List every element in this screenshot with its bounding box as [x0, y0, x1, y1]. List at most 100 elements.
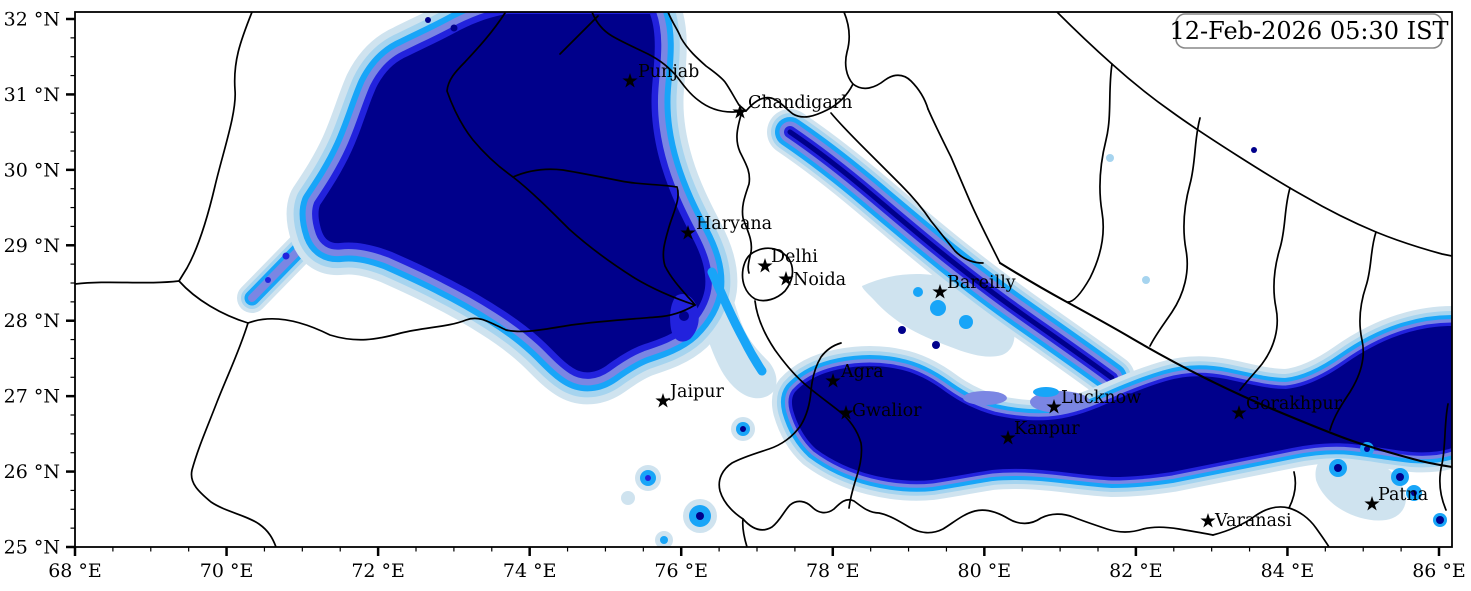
fog-dot	[898, 326, 906, 334]
city-label-kanpur: Kanpur	[1014, 419, 1080, 439]
border-line	[1239, 187, 1291, 391]
city-label-chandigarh: Chandigarh	[748, 93, 852, 113]
city-marker-agra	[825, 373, 841, 388]
city-label-bareilly: Bareilly	[947, 273, 1016, 293]
city-marker-varanasi	[1200, 513, 1216, 528]
border-line	[1329, 231, 1377, 431]
fog-dot	[1364, 446, 1370, 452]
border-line	[1439, 403, 1449, 511]
fog-dot	[1436, 516, 1444, 524]
city-label-agra: Agra	[840, 362, 884, 382]
y-axis-tick-label: 25 °N	[4, 537, 60, 559]
timestamp-label: 12-Feb-2026 05:30 IST	[1169, 17, 1448, 45]
city-marker-delhi	[757, 258, 773, 273]
fog-dot	[546, 15, 552, 21]
fog-blob	[645, 475, 651, 481]
city-marker-noida	[778, 271, 794, 286]
admin-borders	[75, 12, 1452, 547]
city-marker-bareilly	[932, 284, 948, 299]
border-line	[190, 322, 277, 547]
fog-dot	[1142, 276, 1150, 284]
fog-dot	[282, 252, 290, 260]
fog-mass-east	[771, 306, 1452, 501]
border-line	[559, 15, 599, 55]
border-line	[446, 12, 696, 306]
city-label-patna: Patna	[1378, 485, 1428, 505]
city-markers: Punjab Chandigarh Haryana Delhi Noida Bareill…	[622, 62, 1428, 531]
fog-dot	[1334, 464, 1342, 472]
city-marker-patna	[1364, 496, 1380, 511]
border-line	[1149, 117, 1201, 347]
y-axis-tick-label: 27 °N	[4, 386, 60, 408]
border-line	[247, 304, 696, 341]
fog-band-foothills	[767, 109, 1135, 401]
city-label-haryana: Haryana	[696, 214, 772, 234]
y-axis-tick-label: 29 °N	[4, 235, 60, 257]
fog-dot	[1396, 473, 1404, 481]
fog-dot	[913, 287, 923, 297]
city-marker-jaipur	[655, 393, 671, 408]
fog-inlier	[963, 391, 1007, 405]
x-axis-tick-label: 74 °E	[503, 560, 557, 582]
fog-dot	[930, 300, 946, 316]
city-marker-haryana	[680, 225, 696, 240]
x-axis-tick-label: 70 °E	[200, 560, 254, 582]
city-marker-lucknow	[1046, 399, 1062, 414]
fog-blob	[660, 536, 668, 544]
fog-east-core	[791, 326, 1452, 481]
border-line	[754, 300, 863, 509]
fog-dot	[450, 24, 458, 32]
city-marker-punjab	[622, 73, 638, 88]
y-axis-tick-label: 26 °N	[4, 461, 60, 483]
x-axis-tick-label: 68 °E	[48, 560, 102, 582]
fog-dot	[959, 315, 973, 329]
x-axis-tick-label: 80 °E	[958, 560, 1012, 582]
x-axis-tick-label: 84 °E	[1261, 560, 1315, 582]
city-label-delhi: Delhi	[771, 247, 818, 267]
fog-dot	[1106, 154, 1114, 162]
border-line	[178, 280, 249, 324]
y-axis-tick-label: 30 °N	[4, 159, 60, 181]
x-axis-tick-label: 78 °E	[806, 560, 860, 582]
fog-inlier-lucknow-light	[1033, 387, 1059, 397]
border-nepal-south	[998, 261, 1452, 469]
city-label-varanasi: Varanasi	[1214, 511, 1292, 531]
city-label-gwalior: Gwalior	[852, 401, 922, 421]
city-label-punjab: Punjab	[638, 62, 699, 82]
city-label-jaipur: Jaipur	[668, 382, 725, 402]
city-label-noida: Noida	[793, 270, 846, 290]
x-axis-tick-label: 76 °E	[654, 560, 708, 582]
fog-dot	[1411, 490, 1417, 496]
fog-dot	[679, 311, 689, 321]
y-axis-tick-label: 31 °N	[4, 84, 60, 106]
fog-nw-core	[318, 14, 706, 373]
y-axis-tick-label: 32 °N	[4, 9, 60, 31]
city-marker-gorakhpur	[1231, 405, 1247, 420]
fog-dot	[1251, 147, 1257, 153]
plot-frame	[74, 11, 1453, 548]
fog-layer	[237, 12, 1452, 547]
border-line	[178, 12, 253, 282]
fog-dot	[932, 341, 940, 349]
border-line	[591, 12, 747, 113]
border-delhi	[741, 247, 794, 302]
city-marker-gwalior	[838, 405, 854, 420]
fog-blob	[621, 491, 635, 505]
x-axis-tick-label: 82 °E	[1109, 560, 1163, 582]
border-line	[512, 168, 696, 306]
timestamp-box: 12-Feb-2026 05:30 IST	[1169, 13, 1449, 49]
fog-band-core	[787, 129, 1115, 381]
axis-ticks	[66, 17, 1441, 556]
axis-tick-labels: 68 °E 70 °E 72 °E 74 °E 76 °E 78 °E 80 °E 82 °E…	[4, 9, 1466, 583]
border-line	[927, 108, 1001, 264]
fog-dot	[265, 277, 271, 283]
fog-corridor-streak	[707, 267, 767, 376]
x-axis-tick-label: 72 °E	[351, 560, 405, 582]
x-axis-tick-label: 86 °E	[1412, 560, 1466, 582]
city-label-lucknow: Lucknow	[1061, 388, 1141, 408]
border-line	[718, 342, 842, 547]
border-line	[745, 83, 854, 118]
border-line	[1067, 63, 1113, 303]
